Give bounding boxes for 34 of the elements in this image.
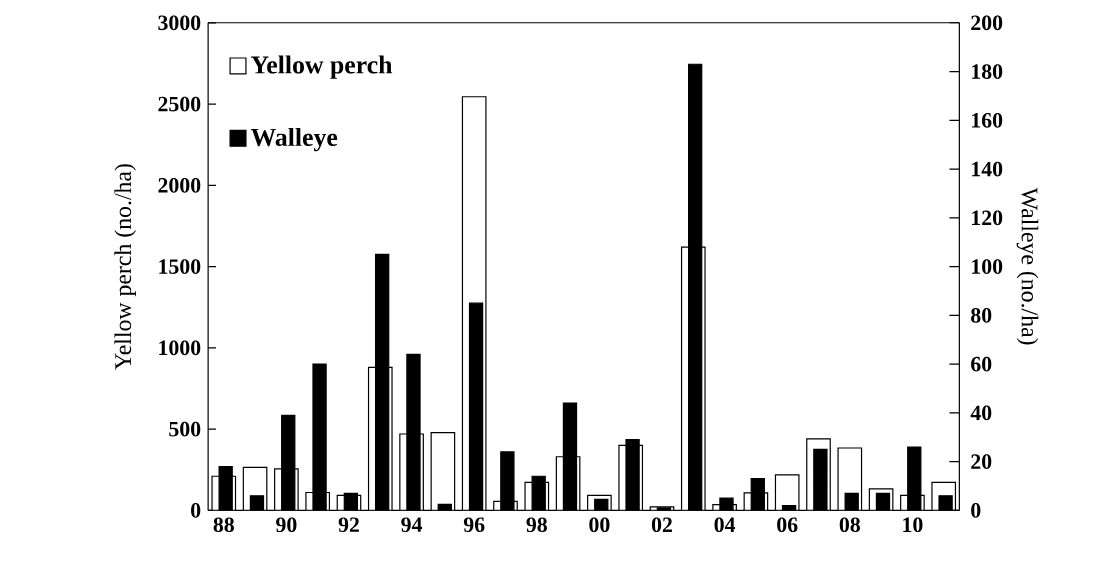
x-tick-label: 96 <box>463 517 485 533</box>
legend-label: Walleye <box>250 127 338 152</box>
y2-tick-label: 60 <box>971 356 992 372</box>
y-tick-label: 1500 <box>159 259 201 274</box>
x-tick-label: 92 <box>338 517 359 533</box>
y2-tick-label: 180 <box>972 64 1003 79</box>
y-tick-label: 0 <box>191 503 201 518</box>
y2-tick-label: 120 <box>972 210 1003 226</box>
x-tick-label: 88 <box>213 517 234 533</box>
y2-tick-label: 0 <box>971 503 981 518</box>
y2-tick-label: 200 <box>971 15 1003 31</box>
y-axis-title: Yellow perch (no./ha) <box>114 164 136 370</box>
y2-tick-label: 100 <box>972 259 1003 274</box>
y2-tick-label: 140 <box>972 161 1003 177</box>
y2-tick-label: 20 <box>971 454 992 470</box>
y2-tick-label: 160 <box>972 113 1003 128</box>
x-tick-label: 10 <box>903 517 923 533</box>
y-tick-label: 2500 <box>158 96 201 112</box>
x-tick-label: 06 <box>777 517 798 533</box>
y2-axis-title: Walleye (no./ha) <box>1016 187 1039 345</box>
y2-tick-label: 40 <box>970 405 992 421</box>
y-tick-label: 3000 <box>158 15 201 31</box>
x-tick-label: 98 <box>526 517 547 533</box>
y2-tick-label: 80 <box>971 308 992 323</box>
x-tick-label: 02 <box>651 517 672 533</box>
x-tick-label: 90 <box>276 517 297 533</box>
legend-label: Yellow perch <box>250 55 393 79</box>
y-tick-label: 1000 <box>159 340 201 356</box>
x-tick-label: 04 <box>714 517 736 533</box>
x-tick-label: 00 <box>589 517 610 533</box>
y-tick-label: 2000 <box>158 178 201 193</box>
x-tick-label: 08 <box>839 517 860 533</box>
y-tick-label: 500 <box>169 421 201 437</box>
x-tick-label: 94 <box>401 517 423 533</box>
